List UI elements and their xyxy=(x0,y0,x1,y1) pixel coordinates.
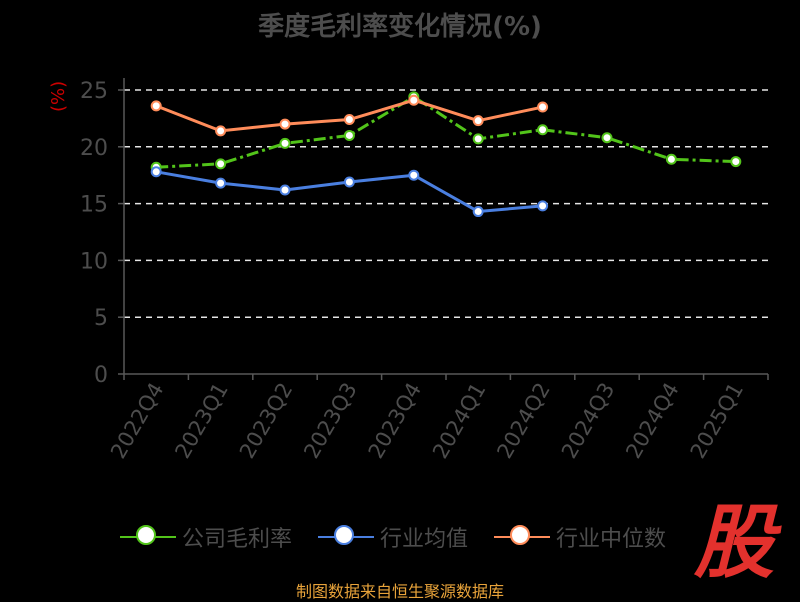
data-point xyxy=(472,206,484,218)
y-tick-label: 10 xyxy=(80,249,108,274)
data-point xyxy=(150,100,162,112)
x-tick-label: 2023Q2 xyxy=(235,379,297,463)
legend-item-industry-mean[interactable]: 行业均值 xyxy=(316,520,468,554)
legend: 公司毛利率 行业均值 行业中位数 xyxy=(118,520,690,554)
data-point xyxy=(343,176,355,188)
data-point xyxy=(408,94,420,106)
brand-logo: 股 xyxy=(694,496,774,589)
data-point xyxy=(343,114,355,126)
data-point xyxy=(408,169,420,181)
legend-marker-icon xyxy=(492,520,552,554)
data-point xyxy=(537,101,549,113)
legend-marker-icon xyxy=(118,520,178,554)
series-line-0 xyxy=(156,95,736,169)
legend-label: 行业中位数 xyxy=(556,527,667,552)
data-point xyxy=(730,156,742,168)
x-tick-label: 2025Q1 xyxy=(686,379,748,463)
data-point xyxy=(279,118,291,130)
legend-label: 公司毛利率 xyxy=(182,527,293,552)
data-point xyxy=(215,125,227,137)
x-tick-label: 2024Q2 xyxy=(492,379,554,463)
data-point xyxy=(537,200,549,212)
x-tick-label: 2023Q3 xyxy=(299,379,361,463)
legend-marker-icon xyxy=(316,520,376,554)
legend-item-company[interactable]: 公司毛利率 xyxy=(118,520,292,554)
data-point xyxy=(279,137,291,149)
data-point xyxy=(665,153,677,165)
x-tick-label: 2023Q1 xyxy=(170,379,232,463)
y-tick-label: 0 xyxy=(94,363,108,388)
x-tick-label: 2024Q4 xyxy=(621,379,683,463)
y-tick-label: 25 xyxy=(80,79,108,104)
legend-item-industry-median[interactable]: 行业中位数 xyxy=(492,520,666,554)
data-point xyxy=(472,133,484,145)
y-tick-label: 15 xyxy=(80,193,108,218)
data-point xyxy=(537,124,549,136)
y-tick-label: 20 xyxy=(80,136,108,161)
x-tick-label: 2023Q4 xyxy=(364,379,426,463)
y-tick-label: 5 xyxy=(94,306,108,331)
data-point xyxy=(215,158,227,170)
x-tick-label: 2022Q4 xyxy=(106,379,168,463)
source-note: 制图数据来自恒生聚源数据库 xyxy=(295,582,504,601)
chart-title: 季度毛利率变化情况(%) xyxy=(258,12,542,42)
data-point xyxy=(279,184,291,196)
data-point xyxy=(343,129,355,141)
x-tick-label: 2024Q3 xyxy=(557,379,619,463)
data-point xyxy=(472,115,484,127)
x-tick-label: 2024Q1 xyxy=(428,379,490,463)
data-point xyxy=(215,177,227,189)
data-point xyxy=(150,166,162,178)
data-point xyxy=(601,132,613,144)
legend-label: 行业均值 xyxy=(380,527,469,552)
